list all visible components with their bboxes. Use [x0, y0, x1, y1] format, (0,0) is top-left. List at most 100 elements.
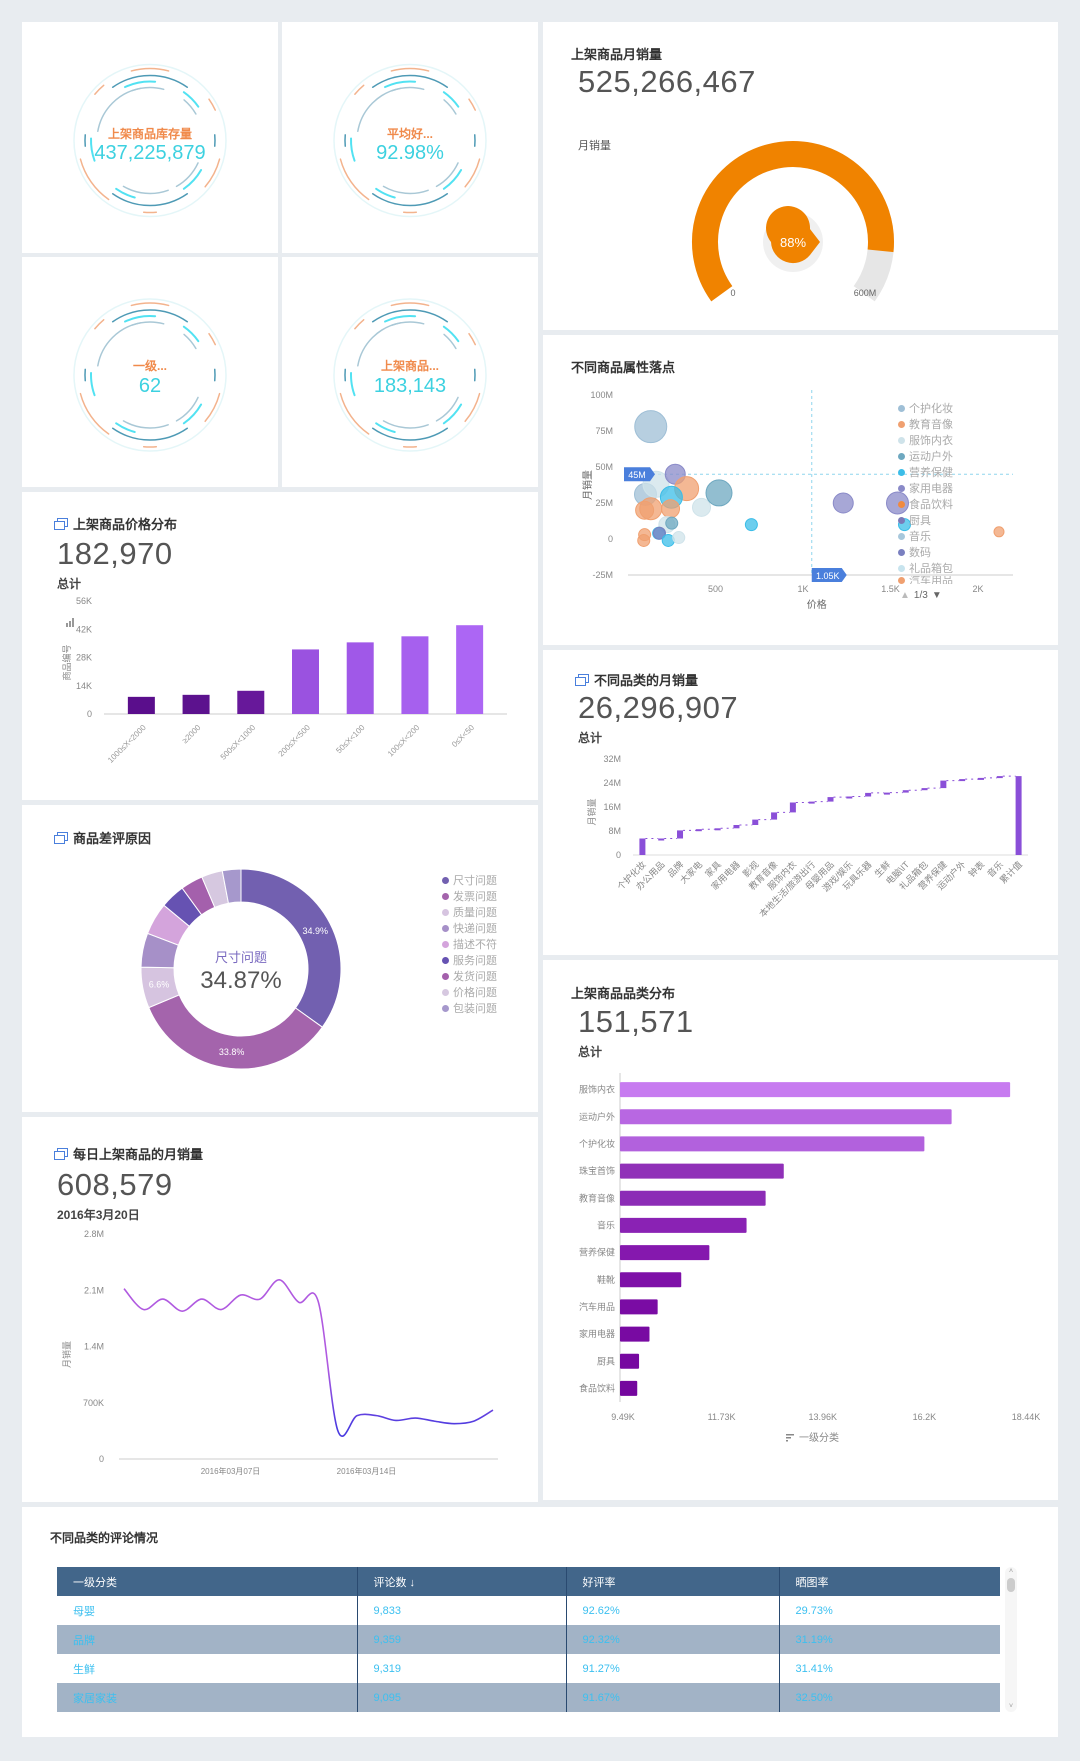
- scatter-point: [744, 518, 758, 532]
- ring-arc: [339, 158, 370, 201]
- ring-arc: [79, 158, 110, 201]
- table-row[interactable]: 生鲜 9,319 91.27% 31.41%: [57, 1654, 1000, 1683]
- legend-dot-icon: [898, 500, 905, 508]
- waterfall-bar: [639, 838, 646, 855]
- legend-item[interactable]: 价格问题: [442, 984, 497, 1000]
- legend-item[interactable]: 质量问题: [442, 904, 497, 920]
- date-label: 2016年3月20日: [57, 1208, 140, 1222]
- x-tick-label: ≥2000: [180, 723, 202, 745]
- kpi-tile-inventory[interactable]: 上架商品库存量 437,225,879: [22, 22, 278, 253]
- waterfall-bar: [902, 790, 909, 793]
- y-tick-label: 25M: [595, 498, 613, 508]
- ring-arc: [94, 319, 105, 330]
- series-line: [123, 1279, 494, 1437]
- y-tick-label: 服饰内衣: [579, 1084, 615, 1095]
- y-tick-label: 100M: [590, 390, 613, 400]
- legend-item[interactable]: 服饰内衣: [898, 432, 953, 448]
- legend-item[interactable]: 音乐: [898, 528, 953, 544]
- ring-arc: [97, 322, 142, 367]
- pager-down-icon[interactable]: ▼: [931, 590, 942, 601]
- legend-item[interactable]: 尺寸问题: [442, 872, 497, 888]
- kpi-tile-avg-rating[interactable]: 平均好... 92.98%: [282, 22, 538, 253]
- signal-bar: [72, 618, 74, 627]
- legend-item[interactable]: 食品饮料: [898, 496, 953, 512]
- ring-arc: [122, 185, 169, 195]
- category-sales-waterfall-card: 不同品类的月销量 26,296,907 总计 32M 24M 16M 8M 0 月销量 个护…: [543, 650, 1058, 955]
- y-axis-title: 月销量: [581, 470, 594, 500]
- cell-category: 品牌: [57, 1625, 358, 1654]
- waterfall-bar: [658, 838, 665, 841]
- legend-item[interactable]: 运动户外: [898, 448, 953, 464]
- x-tick-label: 16.2K: [913, 1412, 937, 1422]
- table-scrollbar[interactable]: ˄ ˅: [1005, 1567, 1017, 1712]
- waterfall-bar: [695, 829, 702, 832]
- scatter-point: [993, 526, 1005, 538]
- waterfall-bar: [883, 792, 890, 795]
- scatter-point: [634, 410, 668, 444]
- legend-item[interactable]: 礼品箱包: [898, 560, 953, 576]
- legend-item[interactable]: 快递问题: [442, 920, 497, 936]
- ring-arc: [443, 333, 457, 350]
- legend-item[interactable]: 教育音像: [898, 416, 953, 432]
- legend-item[interactable]: 发货问题: [442, 968, 497, 984]
- table-row[interactable]: 母婴 9,833 92.62% 29.73%: [57, 1596, 1000, 1625]
- drill-layers-icon[interactable]: [575, 674, 589, 686]
- legend-item[interactable]: 服务问题: [442, 952, 497, 968]
- legend-item[interactable]: 包装问题: [442, 1000, 497, 1016]
- x-tick-label: 18.44K: [1012, 1412, 1041, 1422]
- legend-item[interactable]: 发票问题: [442, 888, 497, 904]
- y-tick-label: 0: [616, 850, 621, 860]
- scroll-up-icon[interactable]: ˄: [1008, 1568, 1014, 1575]
- ring-arc: [382, 420, 429, 429]
- drill-layers-icon[interactable]: [54, 1148, 68, 1160]
- kpi-tile-listed-products[interactable]: 上架商品... 183,143: [282, 257, 538, 487]
- column-header-photo-rate[interactable]: 晒图率: [779, 1567, 1000, 1596]
- waterfall-bar: [940, 780, 947, 789]
- category-distribution-card: 上架商品品类分布 151,571 总计 服饰内衣 运动户外 个护化妆 珠宝首饰 教育音像…: [543, 960, 1058, 1500]
- y-tick-label: 珠宝首饰: [579, 1165, 615, 1176]
- drill-layers-icon[interactable]: [54, 832, 68, 844]
- scroll-down-icon[interactable]: ˅: [1008, 1703, 1014, 1710]
- ring-arc: [339, 392, 370, 435]
- slice-data-label: 34.9%: [302, 926, 328, 936]
- donut-slice: [221, 868, 242, 904]
- y-tick-label: 50M: [595, 462, 613, 472]
- ring-arc: [115, 187, 136, 199]
- scrollbar-thumb[interactable]: [1007, 1578, 1015, 1592]
- table-row[interactable]: 品牌 9,359 92.32% 31.19%: [57, 1625, 1000, 1654]
- legend-item[interactable]: 汽车用品: [898, 576, 953, 584]
- drill-layers-icon[interactable]: [54, 518, 68, 530]
- legend-item[interactable]: 描述不符: [442, 936, 497, 952]
- bar: [620, 1326, 650, 1342]
- legend-item[interactable]: 家用电器: [898, 480, 953, 496]
- bar: [620, 1380, 638, 1396]
- bar: [401, 636, 429, 714]
- column-header-review-count[interactable]: 评论数 ↓: [357, 1567, 567, 1596]
- table-row[interactable]: 家居家装 9,095 91.67% 32.50%: [57, 1683, 1000, 1712]
- bar: [620, 1245, 710, 1261]
- ring-arc: [371, 427, 449, 441]
- pager-up-icon[interactable]: ▲: [900, 590, 910, 601]
- card-title-text: 每日上架商品的月销量: [73, 1147, 204, 1162]
- ring-arc: [384, 315, 417, 323]
- y-tick-label: 1.4M: [84, 1342, 104, 1352]
- legend-item[interactable]: 个护化妆: [898, 400, 953, 416]
- legend-label: 营养保健: [909, 467, 953, 479]
- kpi-tile-category-count[interactable]: 一级... 62: [22, 257, 278, 487]
- legend-item[interactable]: 营养保健: [898, 464, 953, 480]
- column-header-positive-rate[interactable]: 好评率: [566, 1567, 780, 1596]
- legend-item[interactable]: 厨具: [898, 512, 953, 528]
- y-tick-label: 700K: [83, 1398, 104, 1408]
- daily-sales-line-card: 每日上架商品的月销量 608,579 2016年3月20日 2.8M 2.1M 1.…: [22, 1117, 538, 1502]
- y-tick-label: 2.1M: [84, 1285, 104, 1295]
- legend-dot-icon: [898, 468, 905, 476]
- bar: [620, 1353, 640, 1369]
- bar: [620, 1272, 682, 1288]
- legend-label: 礼品箱包: [909, 563, 953, 575]
- legend-item[interactable]: 数码: [898, 544, 953, 560]
- total-label: 总计: [57, 577, 82, 591]
- price-distribution-card: 上架商品价格分布 182,970 总计 56K 42K 28K 14K 0 商品编号 100…: [22, 492, 538, 800]
- ring-arc: [90, 371, 96, 397]
- ring-arc: [90, 137, 96, 162]
- column-header-category[interactable]: 一级分类: [57, 1567, 358, 1596]
